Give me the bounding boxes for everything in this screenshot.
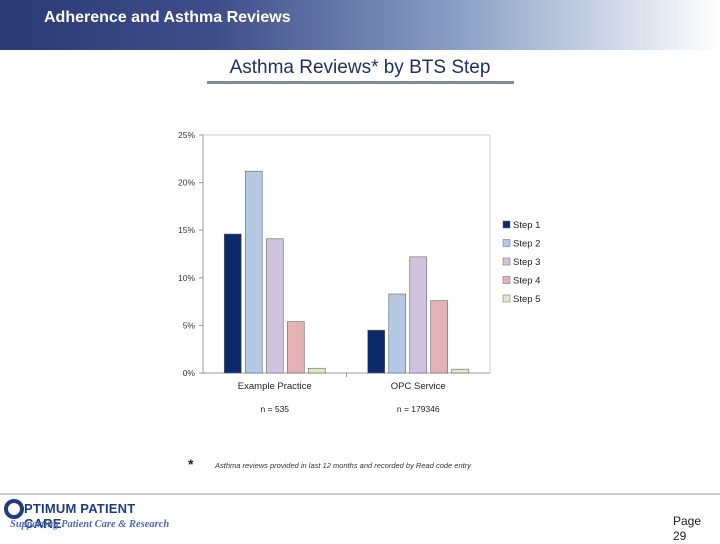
y-tick-label: 15% [178,225,195,235]
chart-title: Asthma Reviews* by BTS Step [229,57,491,78]
y-tick-label: 5% [183,320,196,330]
legend-swatch [502,294,511,303]
category-label: OPC Service [391,381,446,392]
footnote-marker: * [188,456,194,472]
bar-step-3 [409,256,428,374]
footnote-text: Asthma reviews provided in last 12 month… [215,461,471,470]
page-number-value: 29 [673,529,687,543]
y-tick-label: 20% [178,178,195,188]
bar-step-5 [451,368,470,374]
y-tick-label: 10% [178,273,195,283]
header-banner: Adherence and Asthma Reviews [0,0,720,50]
page-label: Page [673,514,702,528]
legend-swatch [502,276,511,284]
bar-step-5 [307,367,326,374]
y-tick-label: 0% [183,368,196,378]
legend-label: Step 4 [513,276,540,287]
legend-swatch [502,220,511,229]
footer-divider [0,493,720,495]
logo-name: PTIMUM PATIENT CARE [24,501,136,531]
legend-label: Step 3 [513,257,540,268]
logo-o-mark-icon [4,499,24,519]
bar-chart: 0% 5% 10% 15% 20% 25% Example Practice n = 535 O… [178,130,540,414]
bar-step-2 [244,170,263,374]
sample-size-label: n = 535 [260,404,289,414]
legend-label: Step 2 [513,239,540,250]
bar-step-4 [430,300,449,374]
company-logo: PTIMUM PATIENT CARE Supporting Patient C… [4,497,174,537]
legend-swatch [502,257,511,266]
legend-label: Step 1 [513,220,540,231]
bar-step-2 [388,293,407,374]
sample-size-label: n = 179346 [397,404,440,414]
bar-step-3 [265,238,284,374]
legend-swatch [502,239,511,247]
bar-step-4 [286,321,305,374]
y-tick-label: 25% [178,130,195,140]
title-underline [207,81,514,84]
header-title: Adherence and Asthma Reviews [44,9,291,26]
bar-step-1 [223,233,242,374]
bar-step-1 [367,329,386,374]
category-label: Example Practice [238,381,312,392]
logo-tagline: Supporting Patient Care & Research [10,519,170,530]
legend-label: Step 5 [513,294,540,305]
